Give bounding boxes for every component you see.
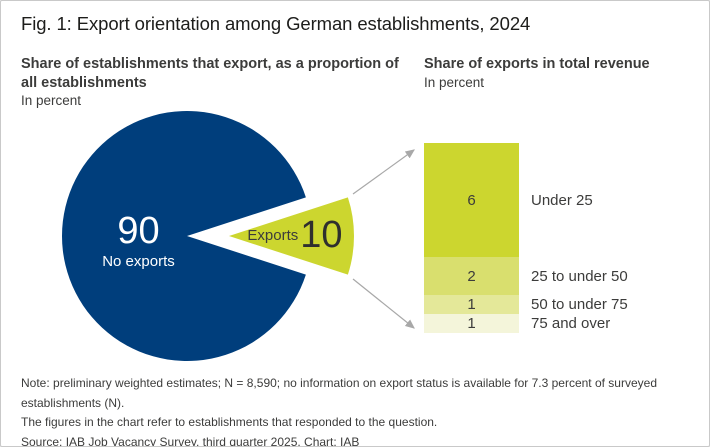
pie-slice-exports — [229, 197, 354, 275]
left-panel-header: Share of establishments that export, as … — [21, 55, 416, 110]
pie-value-no-exports: 90 — [117, 210, 160, 252]
connector-arrow-top — [352, 149, 415, 195]
bar-segment-label: Under 25 — [531, 191, 593, 209]
bar-segment-value: 2 — [467, 267, 476, 285]
pie-slice-no-exports — [61, 111, 306, 361]
figure-title: Fig. 1: Export orientation among German … — [21, 13, 531, 34]
footnote-line-3: Source: IAB Job Vacancy Survey, third qu… — [21, 434, 360, 447]
footnote-line-1: Note: preliminary weighted estimates; N … — [21, 376, 657, 410]
right-panel-header: Share of exports in total revenue In per… — [424, 55, 699, 92]
pie-label-exports: Exports 10 — [238, 208, 352, 262]
bar-segment-50-to-75: 1 — [424, 295, 519, 314]
pie-label-no-exports: 90 No exports — [76, 212, 201, 270]
bar-label-row: Under 25 — [531, 143, 628, 257]
left-panel-unit: In percent — [21, 93, 82, 108]
bar-segment-value: 1 — [467, 296, 476, 313]
bar-segment-under-25: 6 — [424, 143, 519, 257]
pie-value-exports: 10 — [300, 214, 343, 256]
stacked-bar: 6 2 1 1 — [424, 143, 519, 333]
pie-category-exports: Exports — [247, 226, 299, 244]
bar-label-row: 50 to under 75 — [531, 295, 628, 314]
footnote-block: Note: preliminary weighted estimates; N … — [21, 374, 699, 447]
bar-label-row: 25 to under 50 — [531, 257, 628, 295]
bar-segment-value: 6 — [467, 191, 476, 209]
bar-segment-label: 75 and over — [531, 315, 611, 332]
bar-segment-label: 25 to under 50 — [531, 267, 628, 285]
connector-arrow-bottom — [352, 278, 415, 329]
footnote-line-2: The figures in the chart refer to establ… — [21, 415, 438, 429]
bar-segment-label: 50 to under 75 — [531, 296, 628, 313]
bar-label-row: 75 and over — [531, 314, 628, 333]
bar-segment-value: 1 — [467, 315, 476, 332]
left-panel-subtitle: Share of establishments that export, as … — [21, 56, 399, 91]
pie-category-no-exports: No exports — [102, 253, 175, 270]
right-panel-subtitle: Share of exports in total revenue — [424, 56, 650, 72]
bar-segment-25-to-50: 2 — [424, 257, 519, 295]
stacked-bar-labels: Under 25 25 to under 50 50 to under 75 7… — [531, 143, 628, 333]
bar-segment-75-and-over: 1 — [424, 314, 519, 333]
right-panel-unit: In percent — [424, 74, 485, 90]
